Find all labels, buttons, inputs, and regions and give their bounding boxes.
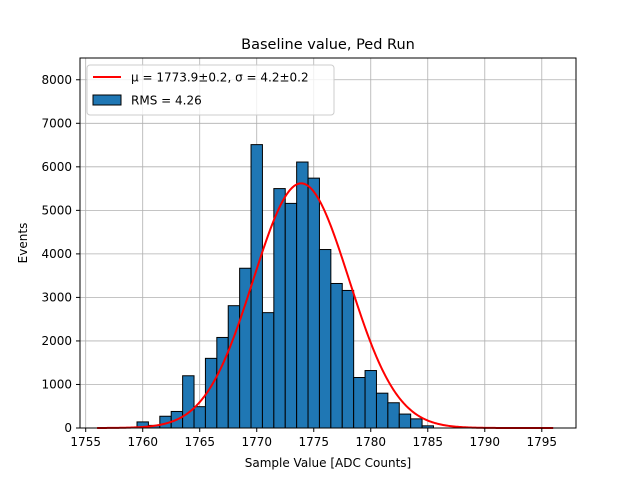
y-tick-label: 8000 — [41, 73, 72, 87]
legend: μ = 1773.9±0.2, σ = 4.2±0.2 RMS = 4.26 — [86, 64, 335, 116]
histogram-bar — [273, 188, 286, 429]
histogram-bar — [318, 249, 332, 429]
x-tick-label: 1775 — [298, 435, 329, 449]
x-axis-ticks: 1755 1760 1765 1770 1775 1780 1785 1790 1795 — [70, 428, 557, 449]
x-tick-label: 1770 — [241, 435, 272, 449]
x-tick-label: 1760 — [127, 435, 158, 449]
histogram-bar — [182, 375, 195, 429]
histogram-bar — [375, 392, 389, 429]
histogram-bar — [341, 289, 355, 429]
x-tick-label: 1795 — [527, 435, 558, 449]
y-tick-label: 1000 — [41, 377, 72, 391]
histogram-bar — [250, 144, 263, 429]
y-tick-label: 7000 — [41, 116, 72, 130]
histogram-bar — [296, 161, 309, 429]
x-tick-label: 1785 — [412, 435, 443, 449]
histogram-bar — [193, 406, 206, 429]
y-tick-label: 6000 — [41, 160, 72, 174]
x-axis-label: Sample Value [ADC Counts] — [245, 456, 411, 470]
chart-title: Baseline value, Ped Run — [241, 37, 415, 53]
histogram-bar — [364, 370, 377, 429]
histogram-bar — [307, 177, 320, 429]
y-tick-label: 5000 — [41, 203, 72, 217]
legend-box — [86, 64, 335, 116]
x-tick-label: 1765 — [184, 435, 215, 449]
y-tick-label: 0 — [64, 421, 72, 435]
x-tick-label: 1790 — [470, 435, 501, 449]
axes-frame — [79, 57, 577, 429]
histogram-bar — [398, 413, 412, 429]
histogram-bar — [216, 336, 229, 429]
legend-hist-patch-icon — [92, 94, 122, 106]
histogram-bar — [284, 202, 298, 429]
histogram-bar — [330, 282, 343, 429]
histogram-bar — [261, 312, 275, 429]
y-axis-label: Events — [16, 223, 30, 264]
y-axis-ticks: 0 1000 2000 3000 4000 5000 6000 7000 8000 — [41, 73, 80, 435]
legend-hist-label: RMS = 4.26 — [131, 94, 202, 108]
y-tick-label: 2000 — [41, 334, 72, 348]
y-tick-label: 4000 — [41, 247, 72, 261]
legend-fit-label: μ = 1773.9±0.2, σ = 4.2±0.2 — [131, 71, 309, 85]
x-tick-label: 1755 — [70, 435, 101, 449]
histogram-bar — [410, 418, 423, 429]
y-tick-label: 3000 — [41, 290, 72, 304]
histogram-bar — [353, 377, 366, 429]
x-tick-label: 1780 — [355, 435, 386, 449]
histogram-bar — [387, 402, 400, 429]
